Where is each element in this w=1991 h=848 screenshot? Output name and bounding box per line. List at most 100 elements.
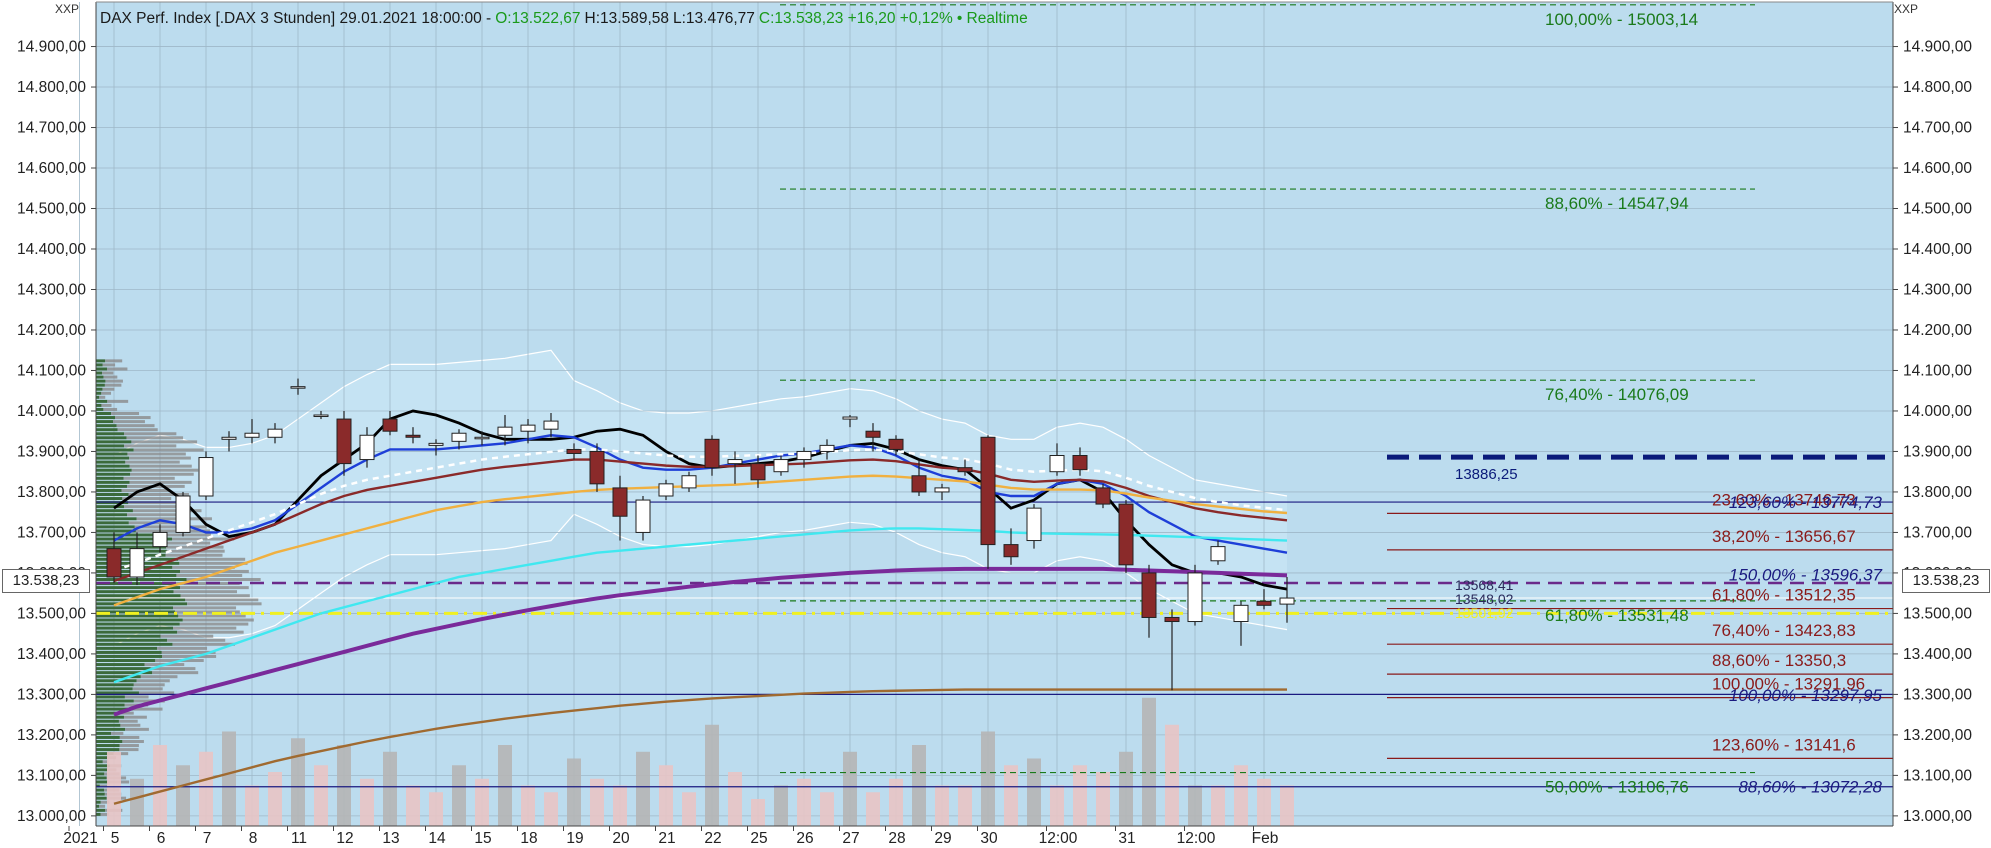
volume-profile-bar [99, 805, 105, 808]
volume-profile-bar [96, 485, 127, 488]
volume-bar [843, 752, 857, 826]
candle-body [958, 468, 972, 472]
y-tick-label-left: 14.800,00 [17, 79, 86, 96]
volume-bar [912, 745, 926, 826]
volume-profile-bar [96, 497, 122, 500]
candle-body [567, 449, 581, 453]
volume-profile-bar [96, 400, 107, 403]
candle-body [659, 484, 673, 496]
volume-profile-bar [96, 372, 102, 375]
y-tick-label-left: 13.000,00 [17, 808, 86, 825]
candle-body [1096, 488, 1110, 504]
volume-profile-bar [102, 388, 114, 391]
volume-bar [1280, 786, 1294, 827]
volume-profile-bar [96, 590, 174, 593]
candle-body [360, 435, 374, 459]
fib-label: 61,80% - 13512,35 [1712, 586, 1856, 605]
candle-body [153, 532, 167, 546]
candle-body [521, 425, 535, 431]
x-tick-label: 12:00 [1177, 830, 1216, 847]
x-tick-label: 5 [111, 830, 120, 847]
volume-profile-bar [99, 396, 105, 399]
volume-profile-bar [96, 542, 159, 545]
x-tick-label: 8 [249, 830, 258, 847]
volume-profile-bar [96, 627, 173, 630]
volume-bar [222, 732, 236, 827]
y-tick-label-left: 13.500,00 [17, 605, 86, 622]
volume-profile-bar [160, 635, 213, 638]
candle-body [1280, 598, 1294, 604]
volume-bar [314, 765, 328, 826]
y-tick-label-left: 14.500,00 [17, 201, 86, 218]
volume-profile-bar [172, 566, 234, 569]
volume-profile-bar [129, 457, 191, 460]
candle-body [728, 460, 742, 464]
volume-bar [153, 745, 167, 826]
chart-title-bar: DAX Perf. Index [.DAX 3 Stunden] 29.01.2… [100, 10, 1032, 30]
volume-profile-bar [119, 748, 138, 751]
volume-profile-bar [96, 639, 167, 642]
volume-bar [705, 725, 719, 826]
volume-profile-bar [96, 489, 122, 492]
candle-body [291, 387, 305, 389]
x-tick-label: 31 [1118, 830, 1135, 847]
volume-profile-bar [96, 756, 107, 759]
volume-profile-bar [127, 453, 185, 456]
y-tick-label-right: 13.100,00 [1903, 767, 1972, 784]
volume-profile-bar [133, 687, 163, 690]
volume-profile-bar [96, 477, 124, 480]
volume-profile-bar [96, 521, 129, 524]
y-tick-label-right: 13.400,00 [1903, 646, 1972, 663]
candle-body [590, 451, 604, 483]
candle-body [1004, 545, 1018, 557]
candle-body [797, 451, 811, 459]
volume-profile-bar [131, 440, 197, 443]
candle-body [452, 433, 466, 441]
x-tick-label: 13 [382, 830, 399, 847]
volume-bar [1211, 786, 1225, 827]
volume-bar [1050, 786, 1064, 827]
volume-profile-bar [180, 586, 249, 589]
title-low: L:13.476,77 [673, 10, 755, 28]
volume-bar [751, 799, 765, 826]
volume-profile-bar [134, 683, 165, 686]
volume-bar [1073, 765, 1087, 826]
volume-profile-bar [96, 728, 125, 731]
volume-bar [1142, 698, 1156, 826]
volume-bar [1188, 786, 1202, 827]
volume-profile-bar [96, 635, 160, 638]
volume-profile-bar [137, 679, 170, 682]
fib-label: 76,40% - 14076,09 [1545, 385, 1689, 404]
fib-label: 61,80% - 13531,48 [1545, 606, 1689, 625]
x-tick-label: Feb [1252, 830, 1279, 847]
y-tick-label-right: 14.700,00 [1903, 120, 1972, 137]
volume-profile-bar [96, 444, 124, 447]
volume-profile-bar [96, 683, 134, 686]
volume-profile-bar [179, 562, 247, 565]
volume-profile-bar [177, 631, 243, 634]
y-tick-label-right: 13.300,00 [1903, 686, 1972, 703]
volume-profile-bar [125, 695, 149, 698]
volume-profile-bar [96, 448, 134, 451]
volume-profile-bar [96, 359, 105, 362]
x-tick-label: 12:00 [1039, 830, 1078, 847]
volume-profile-bar [125, 728, 149, 731]
volume-profile-bar [96, 720, 119, 723]
volume-bar [636, 752, 650, 826]
volume-bar [1096, 772, 1110, 826]
volume-profile-bar [132, 469, 198, 472]
volume-profile-bar [120, 736, 139, 739]
candle-body [544, 421, 558, 429]
volume-profile-bar [107, 400, 128, 403]
volume-profile-bar [96, 392, 101, 395]
volume-bar [820, 792, 834, 826]
current-price-right: 13.538,23 [1902, 569, 1990, 593]
volume-profile-bar [118, 428, 158, 431]
fib-label: 76,40% - 13423,83 [1712, 621, 1856, 640]
volume-bar [291, 738, 305, 826]
volume-profile-bar [116, 424, 154, 427]
volume-bar [452, 765, 466, 826]
volume-profile-bar [115, 416, 150, 419]
volume-profile-bar [96, 716, 124, 719]
